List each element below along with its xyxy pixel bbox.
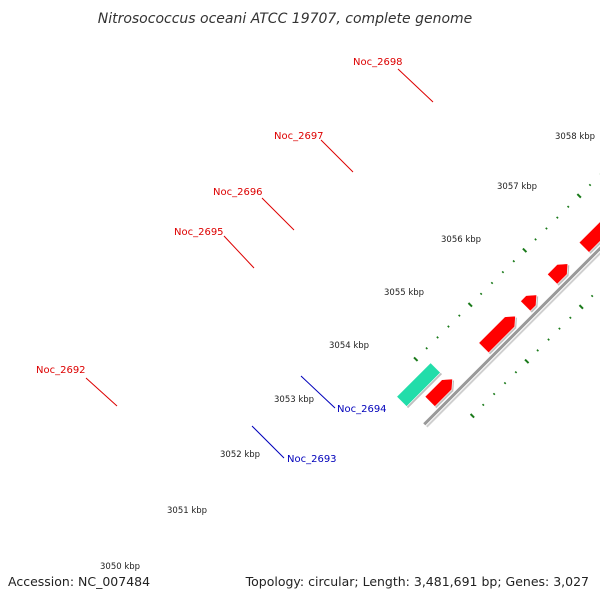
scale-label-3055: 3055 kbp (384, 288, 424, 298)
inner-tick (590, 294, 594, 298)
outer-tick (545, 227, 548, 230)
outer-tick (413, 356, 419, 362)
label-leader-line-3 (320, 139, 354, 173)
label-leader-lines (85, 68, 434, 459)
inner-tick (492, 392, 496, 396)
outer-tick (522, 247, 528, 253)
forward-cds-1 (478, 315, 516, 354)
backbone-line (423, 246, 600, 426)
inner-tick (578, 304, 584, 310)
scale-label-3051: 3051 kbp (167, 506, 207, 516)
inner-tick (569, 316, 572, 320)
outer-tick (576, 193, 582, 199)
scale-label-3058: 3058 kbp (555, 132, 595, 142)
gene-label-noc-2697: Noc_2697 (274, 131, 324, 142)
label-leader-line-1 (223, 235, 255, 269)
outer-tick (512, 259, 516, 263)
outer-tick (467, 302, 473, 308)
tick-marks (413, 173, 600, 419)
inner-tick (503, 381, 507, 385)
forward-cds-0 (424, 378, 453, 408)
scale-label-3057: 3057 kbp (497, 182, 537, 192)
outer-tick (436, 336, 439, 339)
gene-label-noc-2698: Noc_2698 (353, 57, 403, 68)
gene-label-noc-2694: Noc_2694 (337, 404, 387, 415)
gene-label-noc-2693: Noc_2693 (287, 454, 337, 465)
backbone-track (423, 246, 600, 428)
gene-features (396, 221, 600, 409)
label-leader-line-2 (261, 197, 295, 231)
outer-tick (479, 292, 483, 296)
label-leader-line-6 (300, 375, 336, 409)
gene-label-noc-2692: Noc_2692 (36, 365, 86, 376)
inner-tick (469, 413, 475, 419)
outer-tick (556, 216, 559, 219)
gene-labels: Noc_2692 Noc_2693 Noc_2694 Noc_2695 Noc_… (36, 57, 403, 465)
inner-tick (524, 358, 530, 364)
outer-tick (447, 325, 450, 328)
outer-tick (534, 238, 537, 241)
outer-tick (566, 205, 570, 209)
inner-tick (547, 338, 550, 341)
scale-label-3054: 3054 kbp (329, 341, 369, 351)
outer-tick (490, 281, 494, 285)
label-leader-line-4 (397, 68, 434, 103)
scale-label-3050: 3050 kbp (100, 562, 140, 572)
genome-summary-text: Topology: circular; Length: 3,481,691 bp… (245, 574, 589, 589)
inner-tick (536, 349, 539, 352)
forward-cds-4 (578, 221, 600, 253)
scale-labels: 3050 kbp 3051 kbp 3052 kbp 3053 kbp 3054… (100, 132, 595, 572)
scale-label-3053: 3053 kbp (274, 395, 314, 405)
accession-text: Accession: NC_007484 (8, 574, 150, 589)
forward-cds-2 (520, 294, 538, 312)
inner-tick (514, 370, 518, 374)
outer-tick (425, 347, 428, 350)
backbone-line (426, 252, 600, 428)
outer-tick (501, 270, 505, 274)
scale-label-3052: 3052 kbp (220, 450, 260, 460)
inner-tick (481, 403, 485, 407)
teal-block (396, 362, 441, 408)
scale-label-3056: 3056 kbp (441, 235, 481, 245)
outer-tick (588, 183, 592, 187)
label-leader-line-0 (85, 377, 118, 407)
outer-tick (458, 314, 461, 317)
map-title: Nitrosococcus oceani ATCC 19707, complet… (98, 11, 473, 27)
gene-label-noc-2695: Noc_2695 (174, 227, 224, 238)
gene-label-noc-2696: Noc_2696 (213, 187, 263, 198)
label-leader-line-5 (251, 425, 285, 459)
forward-cds-3 (546, 263, 569, 285)
inner-tick (558, 327, 561, 330)
